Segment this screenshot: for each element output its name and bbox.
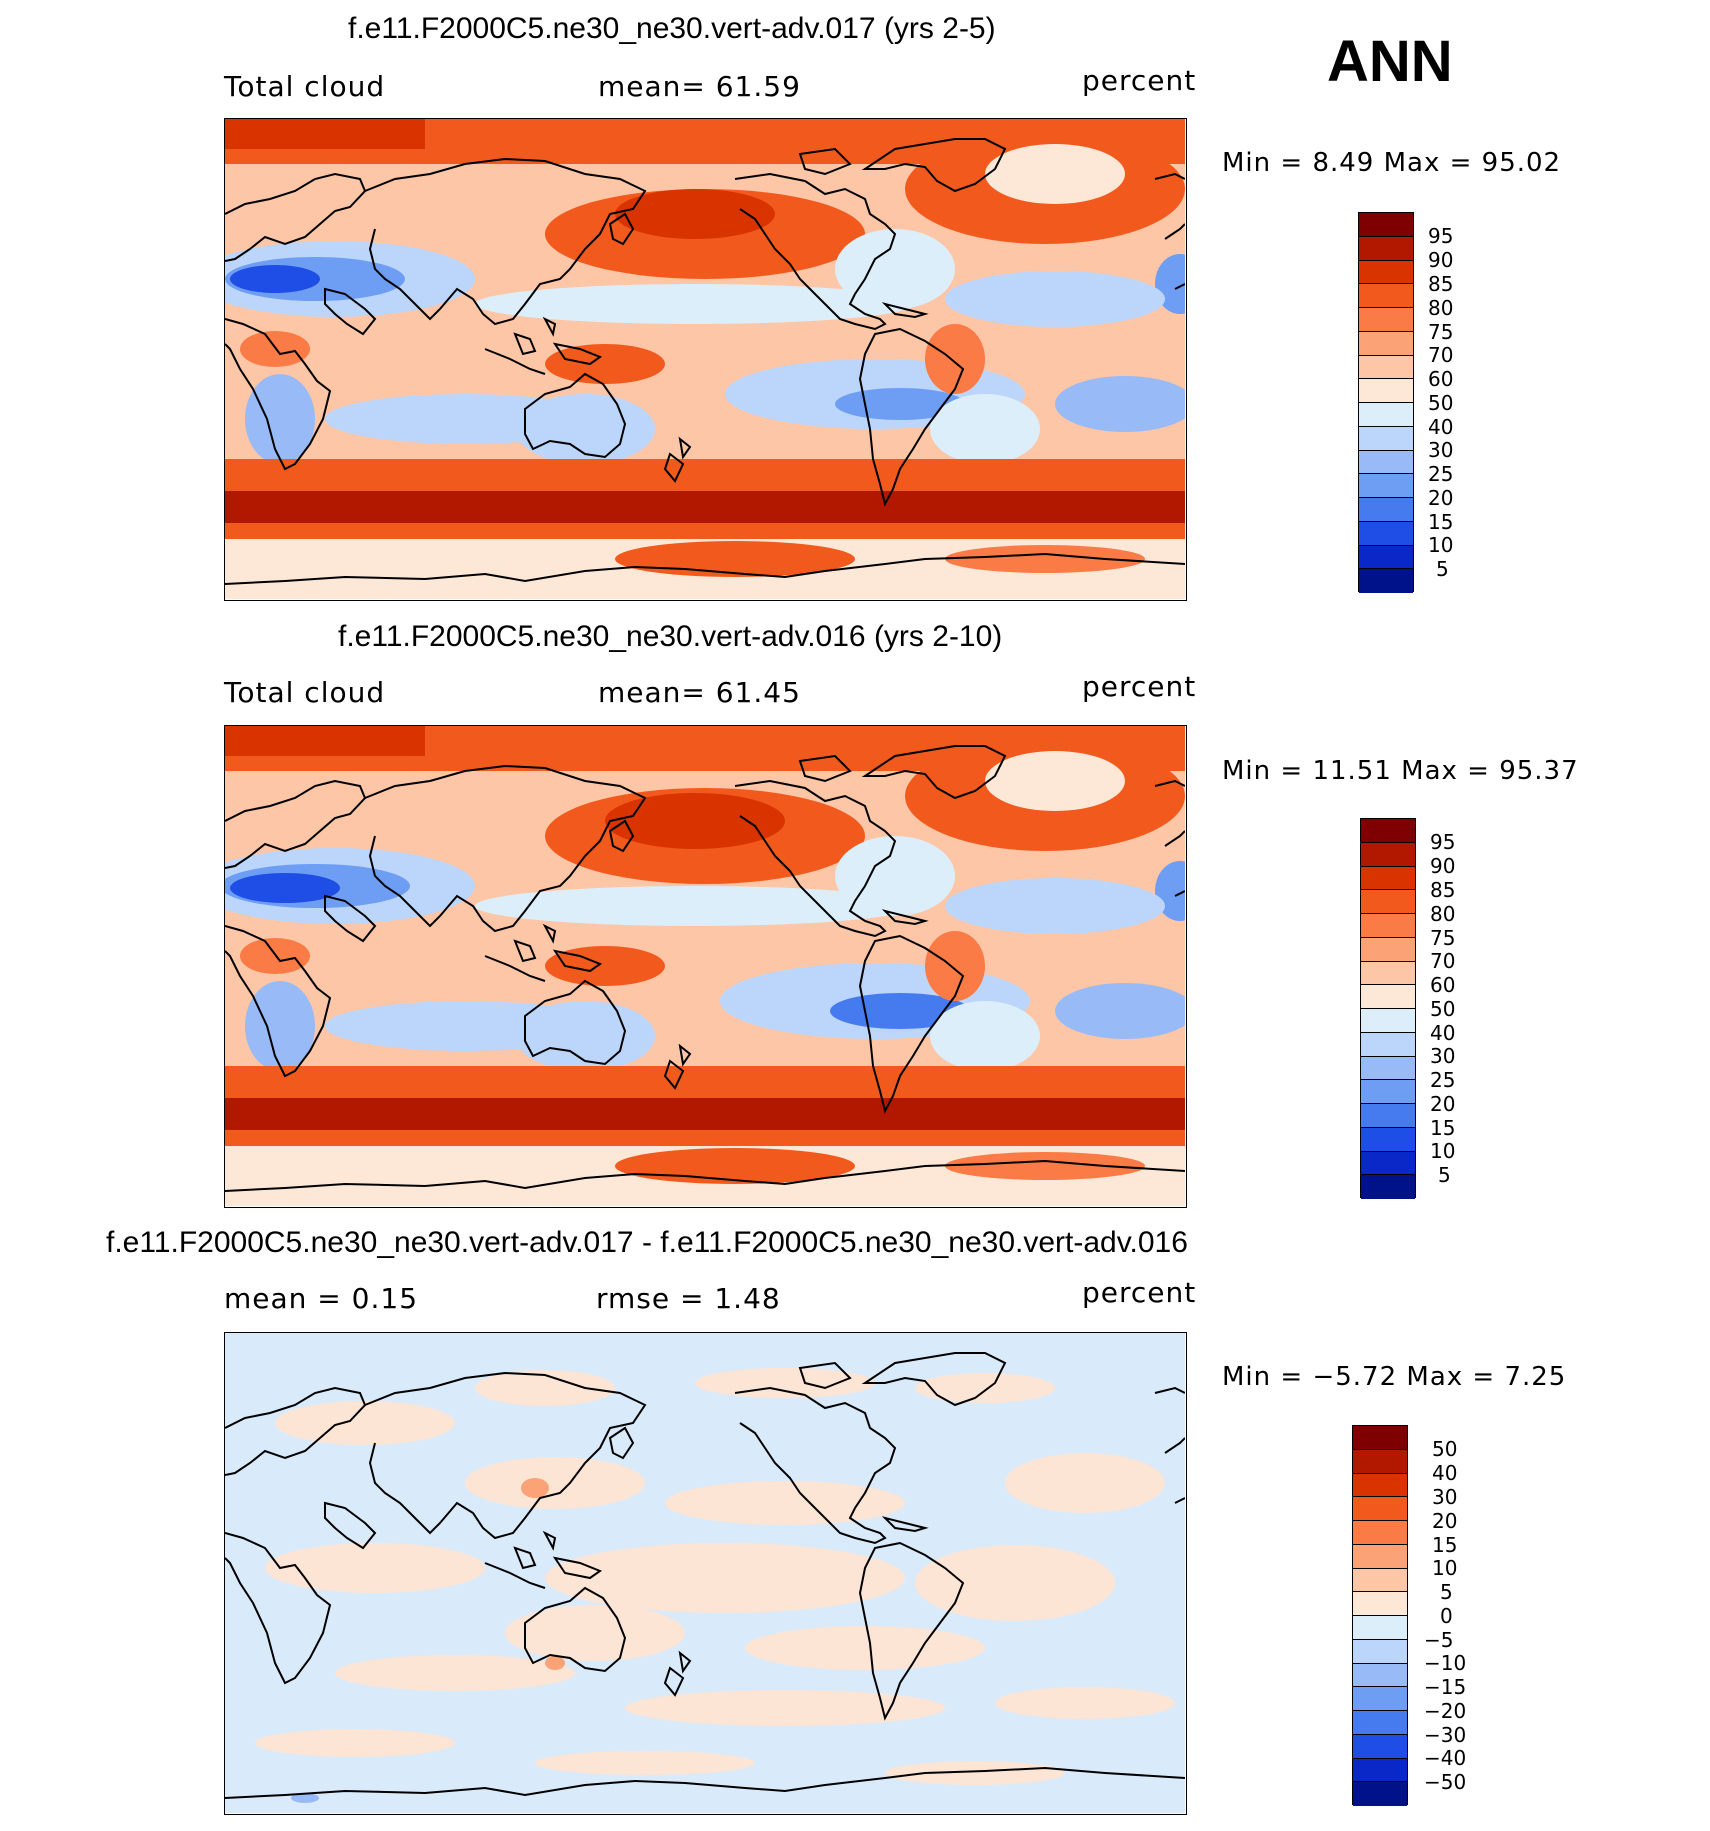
colorbar-tick-label: −20 [1424,1699,1467,1723]
panel-1-mean-label: mean= 61.59 [598,70,801,103]
colorbar-tick-label: 90 [1428,248,1454,272]
colorbar-tick-label: 70 [1430,949,1456,973]
colorbar-tick-label: 95 [1428,224,1454,248]
colorbar-tick-label: 50 [1430,997,1456,1021]
colorbar-tick-label: 30 [1432,1485,1458,1509]
colorbar-tick-label: 10 [1430,1139,1456,1163]
colorbar-tick-label: 75 [1428,320,1454,344]
panel-1-minmax: Min = 8.49 Max = 95.02 [1222,148,1562,178]
colorbar-tick-label: 0 [1440,1604,1453,1628]
panel-3-rmse-label: rmse = 1.48 [596,1282,781,1315]
panel-1-map [224,118,1187,601]
panel-3-field [225,1333,1186,1813]
panel-1-colorbar [1358,212,1414,593]
panel-1-variable-label: Total cloud [224,70,386,103]
colorbar-tick-label: 95 [1430,830,1456,854]
colorbar-tick-label: 60 [1430,973,1456,997]
panel-2-title: f.e11.F2000C5.ne30_ne30.vert-adv.016 (yr… [338,620,1003,653]
colorbar-tick-label: −50 [1424,1770,1467,1794]
colorbar-tick-label: 10 [1432,1556,1458,1580]
season-label: ANN [1327,29,1453,94]
colorbar-tick-label: 5 [1436,557,1449,581]
colorbar-tick-label: 40 [1430,1021,1456,1045]
panel-3-units-label: percent [1082,1276,1197,1309]
colorbar-tick-label: 20 [1432,1509,1458,1533]
colorbar-tick-label: 25 [1430,1068,1456,1092]
colorbar-tick-label: −40 [1424,1746,1467,1770]
panel-2-variable-label: Total cloud [224,676,386,709]
panel-3-map [224,1332,1187,1815]
colorbar-tick-label: 80 [1430,902,1456,926]
panel-2-map [224,725,1187,1208]
colorbar-tick-label: 15 [1428,510,1454,534]
colorbar-tick-label: 20 [1428,486,1454,510]
panel-3-title: f.e11.F2000C5.ne30_ne30.vert-adv.017 - f… [106,1226,1188,1259]
colorbar-tick-label: 25 [1428,462,1454,486]
colorbar-tick-label: 85 [1430,878,1456,902]
panel-3-mean-label: mean = 0.15 [224,1282,419,1315]
colorbar-tick-label: 50 [1432,1437,1458,1461]
panel-1-units-label: percent [1082,64,1197,97]
panel-1-title: f.e11.F2000C5.ne30_ne30.vert-adv.017 (yr… [348,12,996,45]
colorbar-tick-label: 5 [1438,1163,1451,1187]
colorbar-tick-label: −10 [1424,1651,1467,1675]
colorbar-tick-label: 40 [1432,1461,1458,1485]
colorbar-tick-label: 80 [1428,296,1454,320]
panel-3-colorbar [1352,1425,1408,1806]
panel-2-minmax: Min = 11.51 Max = 95.37 [1222,756,1579,786]
colorbar-tick-label: 15 [1432,1533,1458,1557]
colorbar-tick-label: 90 [1430,854,1456,878]
colorbar-tick-label: 30 [1428,438,1454,462]
colorbar-tick-label: −15 [1424,1675,1467,1699]
colorbar-tick-label: −5 [1424,1628,1454,1652]
colorbar-tick-label: 10 [1428,533,1454,557]
colorbar-tick-label: 5 [1440,1580,1453,1604]
colorbar-tick-label: 60 [1428,367,1454,391]
colorbar-tick-label: 75 [1430,926,1456,950]
panel-2-colorbar [1360,818,1416,1199]
colorbar-tick-label: 85 [1428,272,1454,296]
colorbar-tick-label: 20 [1430,1092,1456,1116]
colorbar-tick-label: 70 [1428,343,1454,367]
panel-2-units-label: percent [1082,670,1197,703]
panel-2-field [225,726,1186,1206]
colorbar-tick-label: 30 [1430,1044,1456,1068]
colorbar-tick-label: 15 [1430,1116,1456,1140]
panel-1-field [225,119,1186,599]
panel-2-mean-label: mean= 61.45 [598,676,801,709]
colorbar-tick-label: −30 [1424,1723,1467,1747]
panel-3-minmax: Min = −5.72 Max = 7.25 [1222,1362,1567,1392]
colorbar-tick-label: 50 [1428,391,1454,415]
colorbar-tick-label: 40 [1428,415,1454,439]
